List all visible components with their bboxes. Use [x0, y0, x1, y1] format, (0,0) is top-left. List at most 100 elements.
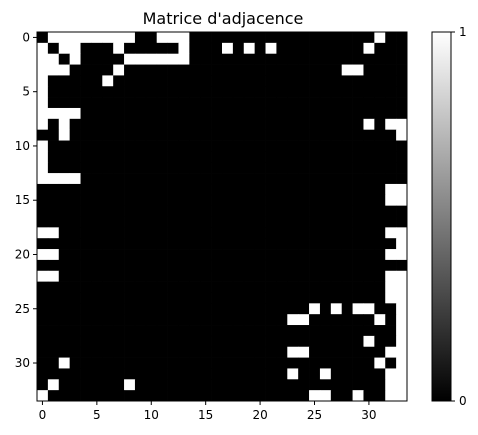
heatmap-cell [352, 118, 364, 131]
heatmap-cell [113, 173, 125, 185]
heatmap-cell [47, 53, 60, 65]
heatmap-cell [298, 357, 310, 369]
heatmap-cell [167, 118, 179, 131]
heatmap-cell [341, 42, 353, 55]
heatmap-cell [102, 303, 114, 315]
heatmap-cell [102, 183, 114, 196]
heatmap-cell [200, 368, 212, 380]
heatmap-cell [156, 75, 168, 87]
heatmap-cell [178, 216, 190, 228]
heatmap-cell [298, 32, 310, 44]
heatmap-cell [396, 249, 408, 261]
heatmap-cell [363, 259, 375, 272]
heatmap-cell [47, 390, 60, 402]
heatmap-cell [287, 173, 299, 185]
heatmap-cell [396, 216, 408, 228]
heatmap-cell [211, 379, 223, 391]
heatmap-cell [265, 173, 277, 185]
heatmap-cell [69, 303, 81, 315]
heatmap-cell [167, 227, 179, 239]
heatmap-cell [69, 75, 81, 87]
heatmap-cell [189, 390, 201, 402]
heatmap-cell [156, 259, 168, 272]
heatmap-cell [69, 249, 81, 261]
heatmap-cell [113, 292, 125, 304]
heatmap-cell [298, 368, 310, 380]
heatmap-cell [276, 162, 288, 174]
heatmap-cell [330, 183, 343, 196]
heatmap-cell [341, 270, 353, 282]
heatmap-cell [37, 303, 49, 315]
heatmap-cell [200, 42, 212, 55]
heatmap-cell [145, 151, 158, 163]
heatmap-cell [319, 227, 332, 239]
heatmap-cell [113, 53, 125, 65]
heatmap-cell [309, 75, 321, 87]
heatmap-cell [385, 281, 397, 293]
heatmap-cell [396, 42, 408, 55]
heatmap-cell [113, 357, 125, 369]
heatmap-cell [254, 227, 266, 239]
heatmap-cell [232, 205, 245, 217]
heatmap-cell [232, 216, 245, 228]
heatmap-cell [374, 270, 386, 282]
heatmap-cell [69, 107, 81, 120]
heatmap-cell [211, 140, 223, 152]
heatmap-cell [211, 227, 223, 239]
heatmap-cell [167, 390, 179, 402]
heatmap-cell [374, 32, 386, 44]
heatmap-cell [287, 238, 299, 250]
heatmap-cell [319, 238, 332, 250]
heatmap-cell [145, 53, 158, 65]
heatmap-cell [113, 227, 125, 239]
heatmap-cell [330, 390, 343, 402]
heatmap-cell [167, 346, 179, 358]
heatmap-cell [200, 314, 212, 326]
heatmap-cell [298, 140, 310, 152]
heatmap-cell [265, 227, 277, 239]
heatmap-cell [330, 249, 343, 261]
heatmap-cell [254, 249, 266, 261]
heatmap-cell [222, 227, 234, 239]
heatmap-cell [145, 42, 158, 55]
heatmap-cell [385, 162, 397, 174]
heatmap-cell [276, 346, 288, 358]
heatmap-cell [363, 42, 375, 55]
heatmap-cell [134, 53, 147, 65]
heatmap-cell [91, 205, 103, 217]
heatmap-cell [265, 86, 277, 98]
heatmap-cell [309, 227, 321, 239]
heatmap-cell [47, 292, 60, 304]
heatmap-cell [276, 194, 288, 206]
heatmap-cell [134, 162, 147, 174]
heatmap-cell [124, 140, 136, 152]
heatmap-cell [374, 249, 386, 261]
heatmap-cell [319, 64, 332, 76]
heatmap-cell [167, 379, 179, 391]
heatmap-cell [211, 238, 223, 250]
heatmap-cell [211, 346, 223, 358]
heatmap-cell [134, 379, 147, 391]
heatmap-cell [80, 107, 92, 120]
heatmap-cell [374, 379, 386, 391]
heatmap-cell [385, 259, 397, 272]
heatmap-cell [145, 270, 158, 282]
heatmap-cell [37, 118, 49, 131]
heatmap-cell [265, 270, 277, 282]
heatmap-cell [113, 64, 125, 76]
heatmap-cell [330, 292, 343, 304]
heatmap-cell [298, 390, 310, 402]
heatmap-cell [276, 335, 288, 348]
heatmap-cell [396, 270, 408, 282]
heatmap-cell [374, 205, 386, 217]
heatmap-cell [319, 140, 332, 152]
heatmap-cell [254, 379, 266, 391]
heatmap-cell [80, 335, 92, 348]
heatmap-cell [352, 42, 364, 55]
heatmap-cell [102, 173, 114, 185]
heatmap-cell [363, 335, 375, 348]
heatmap-cell [80, 97, 92, 109]
heatmap-cell [243, 238, 255, 250]
heatmap-cell [211, 390, 223, 402]
heatmap-cell [330, 162, 343, 174]
